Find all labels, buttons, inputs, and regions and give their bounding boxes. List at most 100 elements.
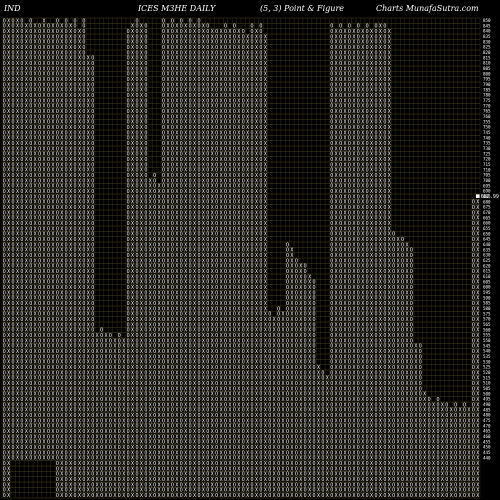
o-box: O xyxy=(82,424,85,430)
o-box: O xyxy=(180,152,183,158)
x-box: X xyxy=(140,306,143,312)
x-box: X xyxy=(255,210,258,216)
x-box: X xyxy=(175,136,178,142)
o-box: O xyxy=(206,248,209,254)
x-box: X xyxy=(69,306,72,312)
x-box: X xyxy=(193,472,196,478)
x-box: X xyxy=(60,445,63,451)
o-box: O xyxy=(233,456,236,462)
x-box: X xyxy=(16,280,19,286)
o-box: O xyxy=(233,445,236,451)
x-box: X xyxy=(166,253,169,259)
x-box: X xyxy=(78,456,81,462)
o-box: O xyxy=(233,397,236,403)
x-box: X xyxy=(202,232,205,238)
x-box: X xyxy=(140,445,143,451)
x-box: X xyxy=(255,50,258,56)
o-box: O xyxy=(242,178,245,184)
o-box: O xyxy=(189,317,192,323)
o-box: O xyxy=(206,280,209,286)
o-box: O xyxy=(259,482,262,488)
o-box: O xyxy=(162,333,165,339)
x-box: X xyxy=(25,104,28,110)
o-box: O xyxy=(109,354,112,360)
x-box: X xyxy=(7,466,10,472)
o-box: O xyxy=(74,461,77,467)
x-box: X xyxy=(69,269,72,275)
x-box: X xyxy=(51,370,54,376)
o-box: O xyxy=(153,242,156,248)
o-box: O xyxy=(65,24,68,30)
o-box: O xyxy=(65,456,68,462)
x-box: X xyxy=(7,354,10,360)
x-box: X xyxy=(237,136,240,142)
x-box: X xyxy=(264,258,267,264)
x-box: X xyxy=(211,482,214,488)
x-box: X xyxy=(166,477,169,483)
o-box: O xyxy=(38,136,41,142)
o-box: O xyxy=(91,136,94,142)
x-box: X xyxy=(246,173,249,179)
o-box: O xyxy=(197,296,200,302)
x-box: X xyxy=(69,130,72,136)
x-box: X xyxy=(78,445,81,451)
x-box: X xyxy=(78,322,81,328)
o-box: O xyxy=(135,173,138,179)
x-box: X xyxy=(131,365,134,371)
x-box: X xyxy=(43,418,46,424)
o-box: O xyxy=(91,429,94,435)
x-box: X xyxy=(211,477,214,483)
o-box: O xyxy=(127,381,130,387)
x-box: X xyxy=(69,24,72,30)
o-box: O xyxy=(29,445,32,451)
o-box: O xyxy=(251,434,254,440)
o-box: O xyxy=(162,322,165,328)
o-box: O xyxy=(162,296,165,302)
o-box: O xyxy=(47,445,50,451)
o-box: O xyxy=(91,328,94,334)
o-box: O xyxy=(197,120,200,126)
o-box: O xyxy=(242,338,245,344)
o-box: O xyxy=(215,264,218,270)
o-box: O xyxy=(144,365,147,371)
x-box: X xyxy=(228,381,231,387)
o-box: O xyxy=(91,386,94,392)
x-box: X xyxy=(140,194,143,200)
x-box: X xyxy=(246,168,249,174)
x-box: X xyxy=(255,34,258,40)
o-box: O xyxy=(233,488,236,494)
o-box: O xyxy=(144,349,147,355)
x-box: X xyxy=(175,264,178,270)
o-box: O xyxy=(29,50,32,56)
x-box: X xyxy=(255,317,258,323)
x-box: X xyxy=(220,301,223,307)
x-box: X xyxy=(220,50,223,56)
o-box: O xyxy=(38,77,41,83)
x-box: X xyxy=(193,264,196,270)
x-box: X xyxy=(43,349,46,355)
o-box: O xyxy=(100,429,103,435)
o-box: O xyxy=(82,56,85,62)
o-box: O xyxy=(56,50,59,56)
x-box: X xyxy=(34,445,37,451)
x-box: X xyxy=(220,253,223,259)
x-box: X xyxy=(202,488,205,494)
x-box: X xyxy=(158,461,161,467)
o-box: O xyxy=(65,45,68,51)
o-box: O xyxy=(144,397,147,403)
o-box: O xyxy=(3,205,6,211)
x-box: X xyxy=(166,296,169,302)
o-box: O xyxy=(206,456,209,462)
o-box: O xyxy=(65,429,68,435)
x-box: X xyxy=(34,434,37,440)
o-box: O xyxy=(180,210,183,216)
x-box: X xyxy=(60,413,63,419)
o-box: O xyxy=(56,136,59,142)
x-box: X xyxy=(16,18,19,24)
o-box: O xyxy=(74,258,77,264)
o-box: O xyxy=(162,386,165,392)
x-box: X xyxy=(16,349,19,355)
x-box: X xyxy=(166,141,169,147)
x-box: X xyxy=(264,120,267,126)
x-box: X xyxy=(211,104,214,110)
